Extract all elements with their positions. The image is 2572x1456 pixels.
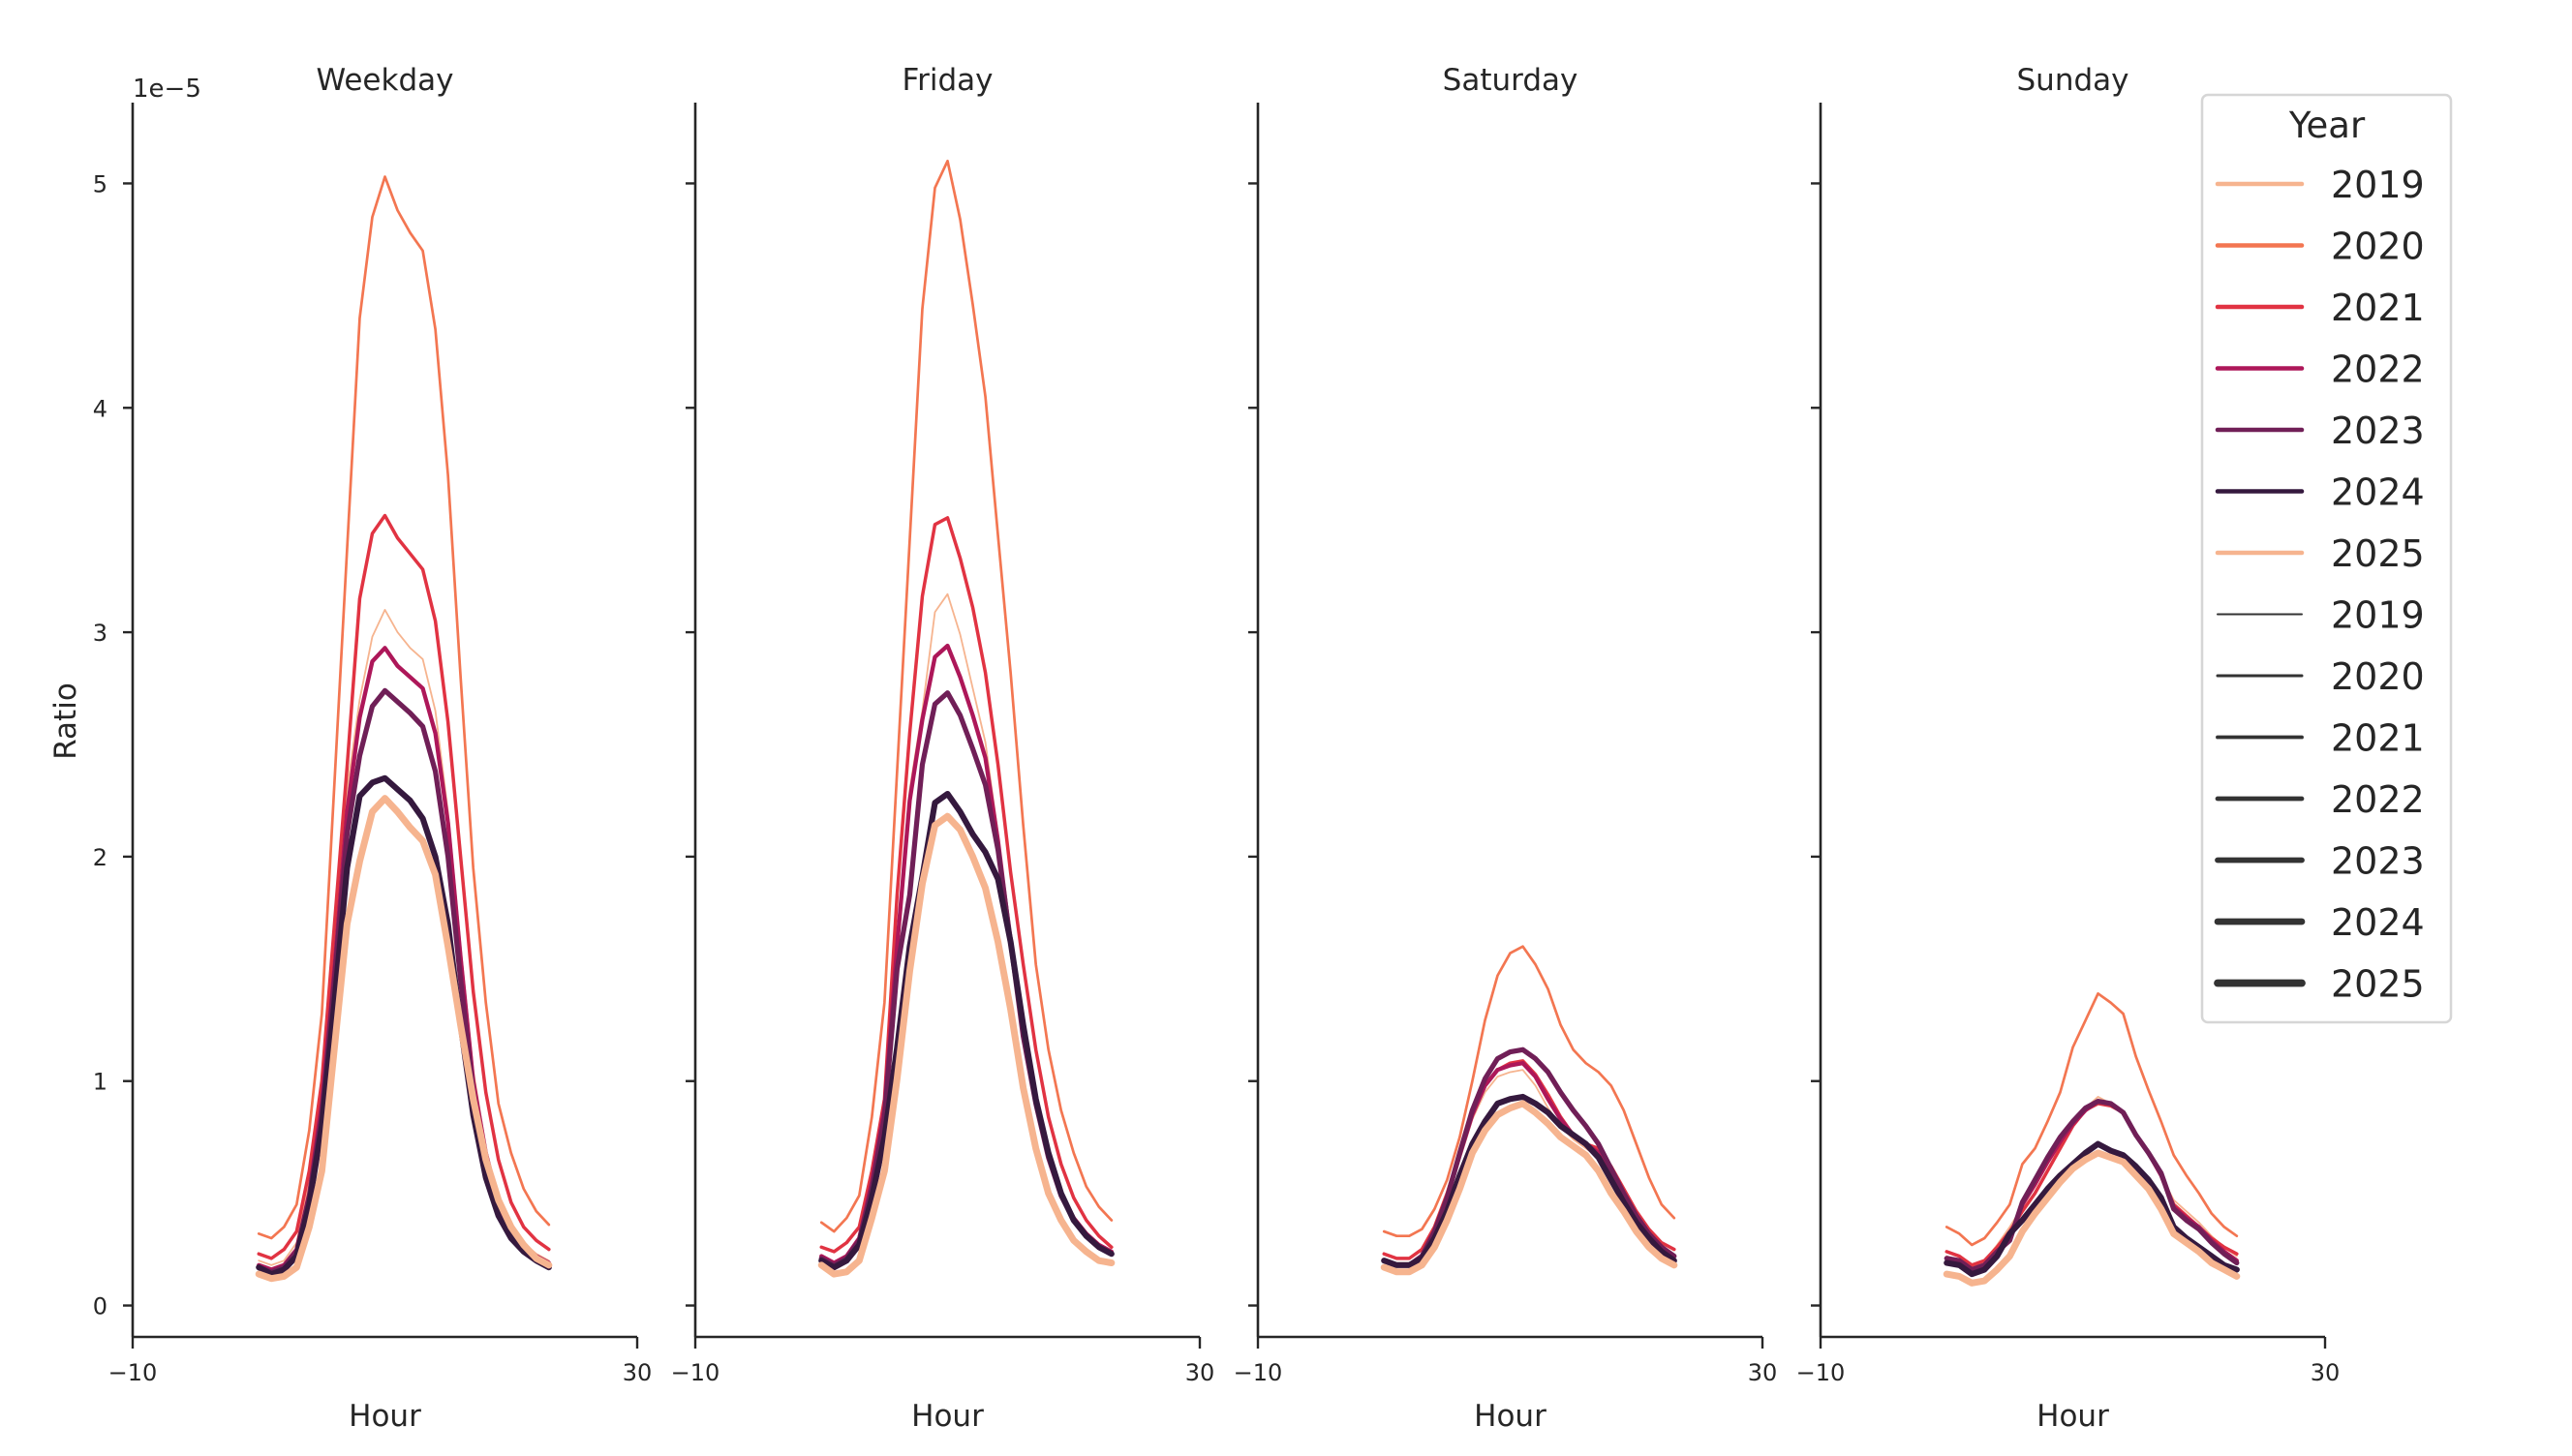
panel-weekday: 0 1 2 3 4 5 −10 30 Hour Weekday Ratio 1e−5: [48, 63, 652, 1434]
x-axis-label: Hour: [1474, 1399, 1546, 1434]
series-line-2025: [817, 812, 1116, 1278]
series-line-2025: [1943, 1149, 2241, 1287]
panel-title: Saturday: [1443, 63, 1578, 98]
y-axis-label: Ratio: [48, 682, 83, 760]
x-axis-label: Hour: [911, 1399, 984, 1434]
series-line-2024: [256, 774, 552, 1278]
x-tick-label: 30: [2311, 1359, 2341, 1386]
legend-size-label: 2023: [2331, 840, 2425, 883]
legend-size-label: 2020: [2331, 655, 2425, 698]
x-tick-label: −10: [1234, 1359, 1283, 1386]
legend-size-label: 2025: [2331, 963, 2425, 1006]
legend-hue-label: 2020: [2331, 226, 2425, 268]
series-line-2022: [1382, 1061, 1676, 1267]
series-line-2025: [255, 795, 553, 1283]
legend-title: Year: [2288, 105, 2366, 146]
y-tick-label: 2: [93, 844, 107, 871]
legend-hue-label: 2021: [2331, 287, 2425, 329]
y-tick-label: 0: [93, 1293, 107, 1320]
series-line-2020: [1944, 991, 2239, 1247]
x-tick-label: 30: [623, 1359, 653, 1386]
y-offset-label: 1e−5: [133, 75, 201, 104]
x-tick-label: −10: [108, 1359, 158, 1386]
x-axis-label: Hour: [2036, 1399, 2109, 1434]
legend-size-label: 2021: [2331, 717, 2425, 760]
series-line-2024: [1381, 1093, 1677, 1268]
panel-title: Friday: [903, 63, 994, 98]
series-line-2024: [818, 790, 1115, 1271]
panel-friday: −10 30 Hour Friday: [671, 63, 1215, 1434]
series-line-2020: [257, 175, 551, 1240]
series-line-2020: [819, 159, 1114, 1233]
y-tick-label: 4: [93, 395, 107, 422]
series-line-2023: [1381, 1046, 1677, 1268]
legend-frame: [2200, 93, 2453, 1024]
x-tick-label: −10: [671, 1359, 720, 1386]
legend-hue-label: 2022: [2331, 349, 2425, 391]
y-tick-label: 3: [93, 620, 107, 647]
x-tick-label: 30: [1748, 1359, 1778, 1386]
legend-hue-label: 2024: [2331, 471, 2425, 514]
legend-size-label: 2019: [2331, 594, 2425, 637]
legend-hue-label: 2019: [2331, 164, 2425, 206]
panel-saturday: −10 30 Hour Saturday: [1234, 63, 1778, 1434]
y-tick-label: 5: [93, 170, 107, 197]
panel-title: Sunday: [2017, 63, 2129, 98]
panel-title: Weekday: [317, 63, 454, 98]
series-line-2025: [1380, 1100, 1678, 1276]
x-tick-label: 30: [1185, 1359, 1215, 1386]
series-line-2021: [257, 513, 551, 1260]
legend-hue-label: 2025: [2331, 532, 2425, 575]
x-tick-label: −10: [1796, 1359, 1846, 1386]
series-line-2020: [1382, 945, 1676, 1238]
legend-size-label: 2024: [2331, 901, 2425, 944]
legend: Year 2019 2020 2021 2022 2023 2024 2025 2019 2020…: [2200, 93, 2453, 1024]
panel-sunday: −10 30 Hour Sunday: [1796, 63, 2341, 1434]
y-tick-label: 1: [93, 1069, 107, 1096]
series-line-2021: [819, 516, 1114, 1254]
series-line-2024: [1944, 1140, 2240, 1278]
legend-size-label: 2022: [2331, 778, 2425, 821]
x-axis-label: Hour: [349, 1399, 421, 1434]
legend-hue-label: 2023: [2331, 410, 2425, 452]
